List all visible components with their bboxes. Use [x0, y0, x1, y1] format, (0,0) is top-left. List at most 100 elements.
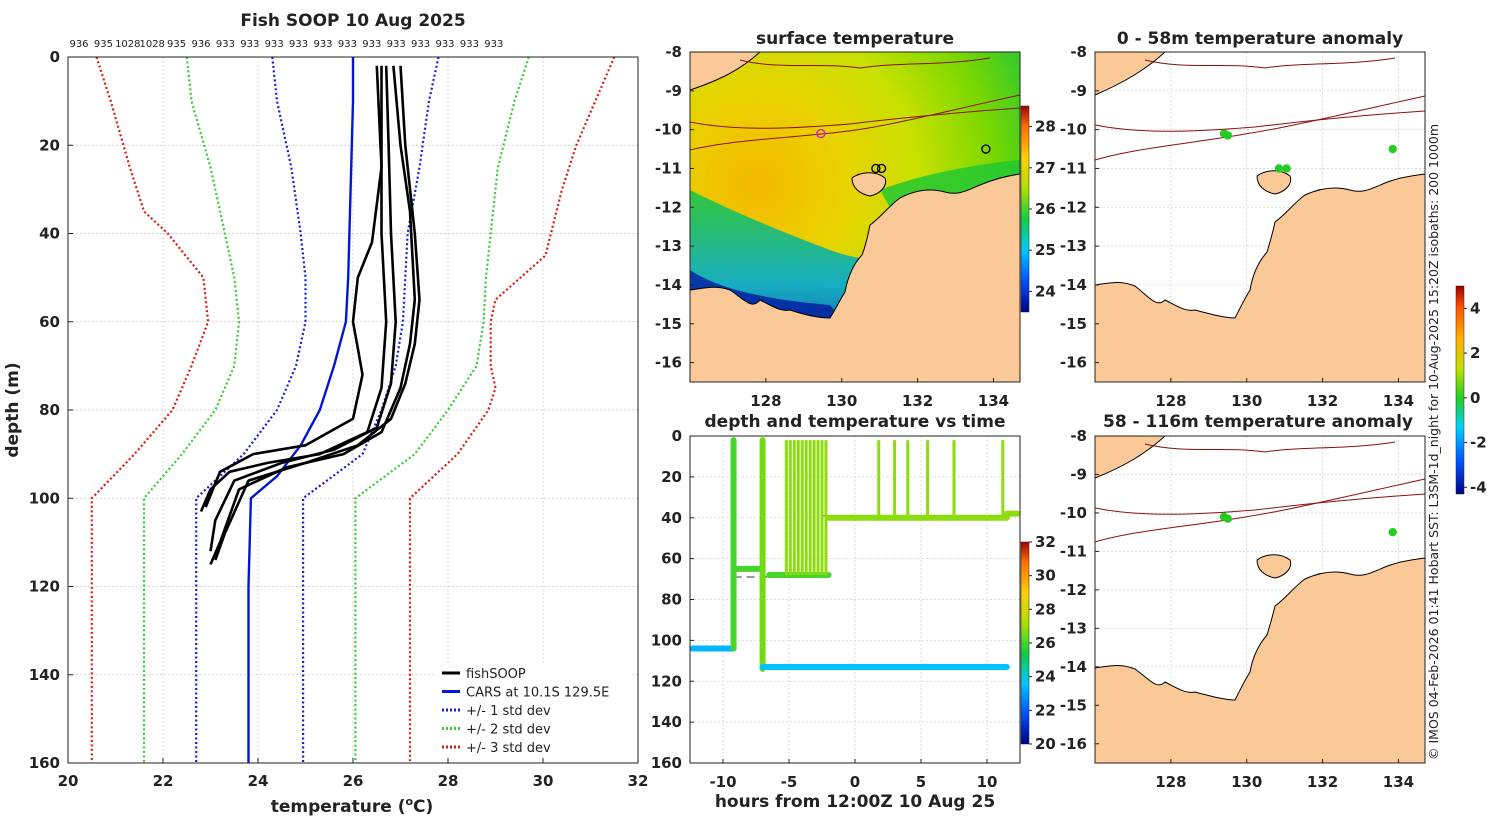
map-ytick-label: -9 [665, 82, 682, 100]
ts-ytick-label: 60 [661, 550, 682, 568]
map-ytick-label: -11 [1060, 542, 1087, 560]
map-xtick-label: 128 [1155, 392, 1186, 410]
profile-ytick-label: 0 [50, 48, 60, 66]
ts-ytick-label: 140 [651, 713, 682, 731]
colorbar-tick-label: 0 [1470, 389, 1480, 407]
profile-top-label: 936 [69, 39, 88, 50]
profile-top-label: 1028 [115, 39, 140, 50]
ts-ytick-label: 0 [672, 427, 682, 445]
profile-ytick-label: 140 [29, 666, 60, 684]
profile-top-label: 933 [313, 39, 332, 50]
ts-ytick-label: 20 [661, 468, 682, 486]
profile-ytick-label: 20 [39, 136, 60, 154]
profile-xtick-label: 32 [628, 772, 649, 790]
map-ytick-label: -8 [1070, 427, 1087, 445]
ts-ytick-label: 160 [651, 754, 682, 772]
map-xtick-label: 132 [1307, 773, 1338, 791]
map-ytick-label: -12 [655, 198, 682, 216]
profile-ytick-label: 80 [39, 401, 60, 419]
timeseries-grid [690, 436, 1020, 763]
map-xtick-label: 128 [1155, 773, 1186, 791]
profile-line-fishsoop-cast-4 [214, 65, 421, 561]
profile-top-label: 933 [435, 39, 454, 50]
anomaly-map-0-58m: 0 - 58m temperature anomaly 128 130 132 134… [1060, 29, 1426, 410]
map-ytick-label: -15 [1060, 315, 1087, 333]
map-ytick-label: -10 [655, 121, 682, 139]
ts-xtick-label: 0 [850, 773, 860, 791]
colorbar-tick-label: 32 [1035, 533, 1056, 551]
profile-top-label: 933 [460, 39, 479, 50]
profile-top-label: 933 [484, 39, 503, 50]
profile-line-fishsoop-cast-2 [209, 65, 397, 552]
anom2-markers [1219, 512, 1397, 537]
sst-marker [816, 128, 826, 139]
profile-top-label: 933 [265, 39, 284, 50]
map-xtick-label: 132 [1307, 392, 1338, 410]
colorbar-tick-label: 2 [1470, 344, 1480, 362]
profile-ylabel: depth (m) [3, 362, 23, 457]
timeseries-series [690, 437, 1020, 672]
profile-xtick-label: 26 [343, 772, 364, 790]
ts-ytick-label: 40 [661, 509, 682, 527]
map-ytick-label: -9 [1070, 82, 1087, 100]
profile-series [90, 57, 616, 763]
credit-text: © IMOS 04-Feb-2026 01:41 Hobart SST: L3S… [1426, 124, 1441, 760]
colorbar-tick-label: -2 [1470, 434, 1487, 452]
map-ytick-label: -15 [1060, 696, 1087, 714]
ts-xtick-label: 5 [916, 773, 926, 791]
map-xtick-label: 134 [1383, 773, 1414, 791]
anom2-marker [1223, 514, 1232, 523]
profile-title: Fish SOOP 10 Aug 2025 [240, 11, 465, 31]
map-xtick-label: 132 [902, 392, 933, 410]
colorbar-tick-label: 24 [1035, 668, 1056, 686]
anomaly-colorbar-ticks: 4 2 0 -2 -4 [1464, 299, 1487, 496]
profile-top-label: 933 [387, 39, 406, 50]
anom1-ticks: 128 130 132 134 -8 -9 -10 -11 -12 -13 -14 -15 -16 [1060, 43, 1414, 410]
profile-line--2-std [142, 57, 241, 763]
colorbar-tick-label: 4 [1470, 299, 1480, 317]
sst-markers [816, 128, 991, 174]
map-ytick-label: -14 [1060, 658, 1087, 676]
sst-colorbar-ticks: 24 25 26 27 28 [1029, 118, 1056, 300]
profile-xtick-label: 20 [58, 772, 79, 790]
colorbar-tick-label: 27 [1035, 159, 1056, 177]
map-ytick-label: -16 [1060, 354, 1087, 372]
map-ytick-label: -9 [1070, 465, 1087, 483]
sst-marker [871, 163, 881, 174]
anom1-marker [1282, 164, 1291, 173]
map-ytick-label: -10 [1060, 504, 1087, 522]
ts-xtick-label: -10 [709, 773, 736, 791]
map-xtick-label: 134 [1383, 392, 1414, 410]
map-xtick-label: 130 [1231, 392, 1262, 410]
profile-line-cars-at-10-1s-129-5e [247, 57, 355, 763]
sst-marker [981, 144, 991, 154]
map-ytick-label: -8 [1070, 43, 1087, 61]
timeseries-xlabel: hours from 12:00Z 10 Aug 25 [715, 792, 995, 812]
colorbar-tick-label: 30 [1035, 567, 1056, 585]
anom2-ticks: 128 130 132 134 -8 -9 -10 -11 -12 -13 -14 -15 -16 [1060, 427, 1414, 791]
colorbar-tick-label: -4 [1470, 478, 1487, 496]
profile-top-label: 933 [216, 39, 235, 50]
profile-line--2-std [354, 57, 530, 763]
profile-top-label: 1028 [139, 39, 164, 50]
profile-xlabel: temperature (oC) [271, 795, 434, 817]
anom1-marker [1388, 144, 1397, 154]
profile-line-fishsoop-cast-5 [204, 65, 383, 508]
map-xtick-label: 128 [750, 392, 781, 410]
anom1-marker [1223, 131, 1232, 140]
colorbar-tick-label: 25 [1035, 241, 1056, 259]
map-ytick-label: -12 [1060, 198, 1087, 216]
ts-ytick-label: 80 [661, 591, 682, 609]
profile-xtick-label: 28 [438, 772, 459, 790]
legend-label: +/- 1 std dev [466, 704, 551, 719]
profile-top-label: 933 [240, 39, 259, 50]
map-xtick-label: 130 [826, 392, 857, 410]
profile-top-label: 933 [411, 39, 430, 50]
colorbar-tick-label: 28 [1035, 600, 1056, 618]
legend-label: CARS at 10.1S 129.5E [466, 686, 609, 701]
profile-top-label: 936 [191, 39, 210, 50]
map-ytick-label: -12 [1060, 581, 1087, 599]
